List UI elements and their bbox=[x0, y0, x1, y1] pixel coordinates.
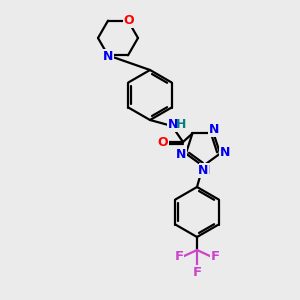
Text: N: N bbox=[198, 164, 208, 178]
Text: N: N bbox=[103, 50, 113, 63]
Text: N: N bbox=[168, 118, 178, 131]
Text: N: N bbox=[220, 146, 230, 159]
Text: O: O bbox=[158, 136, 168, 148]
Text: F: F bbox=[192, 266, 202, 278]
Text: N: N bbox=[208, 123, 219, 136]
Text: F: F bbox=[210, 250, 220, 263]
Text: O: O bbox=[124, 14, 134, 27]
Text: N: N bbox=[200, 164, 210, 176]
Text: N: N bbox=[176, 148, 186, 161]
Text: H: H bbox=[176, 118, 186, 131]
Text: F: F bbox=[174, 250, 184, 263]
